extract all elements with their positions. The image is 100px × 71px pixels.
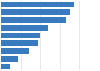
Bar (1, 33, 40, 38)
Bar (1, 40, 38, 46)
Bar (1, 64, 10, 69)
Bar (1, 25, 48, 31)
Bar (1, 48, 29, 54)
Bar (1, 2, 74, 7)
Bar (1, 56, 18, 62)
Bar (1, 9, 70, 15)
Bar (1, 17, 66, 23)
